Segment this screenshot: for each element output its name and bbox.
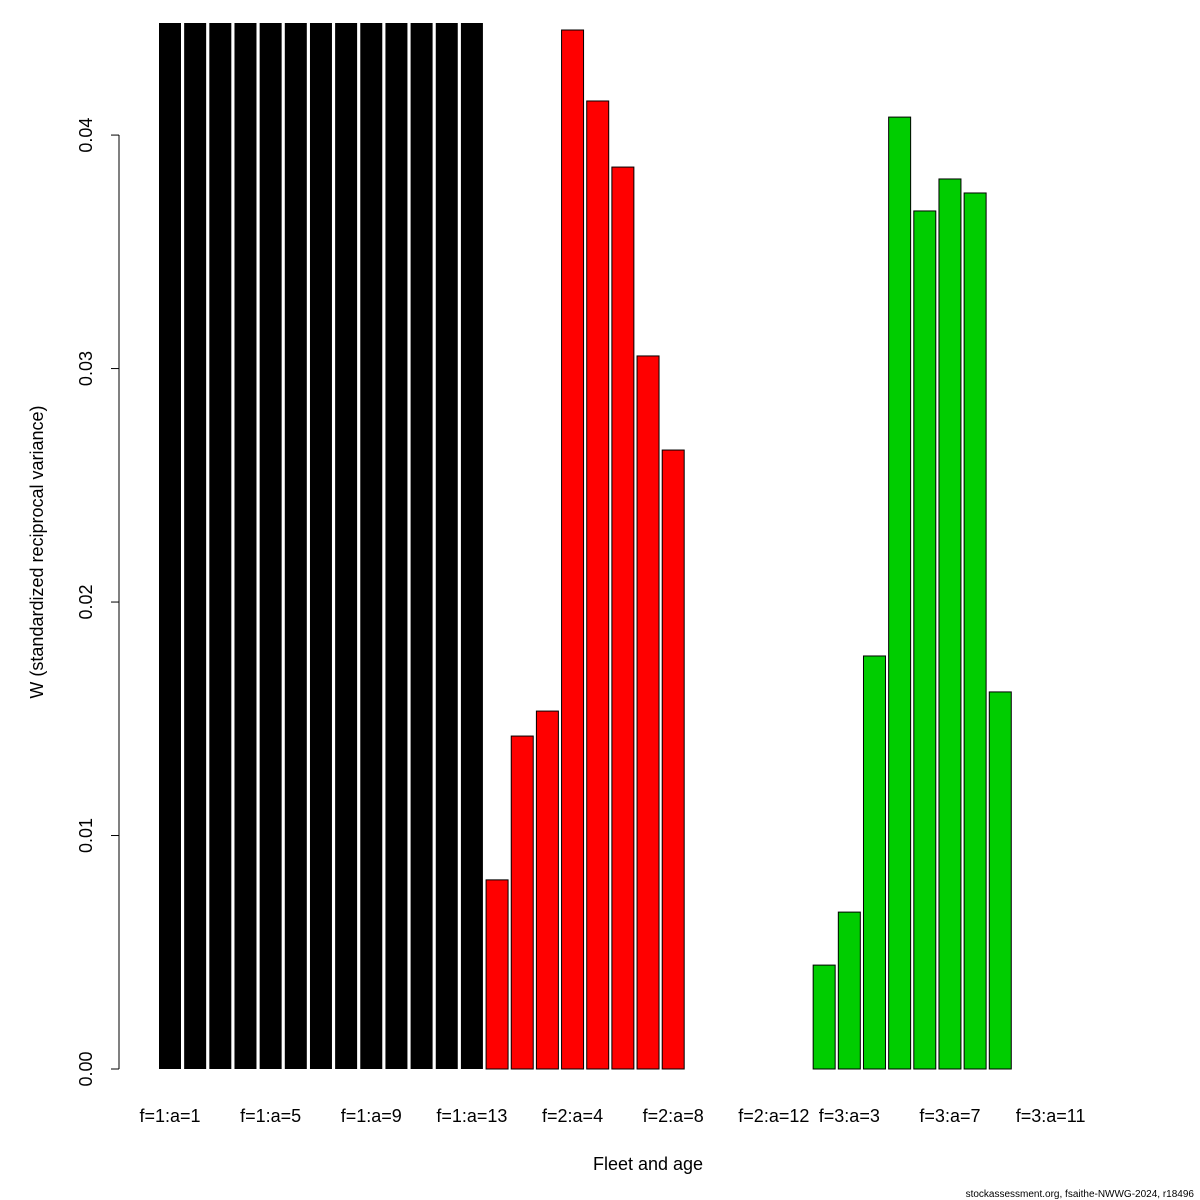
bar (360, 23, 383, 1069)
x-tick-label: f=2:a=4 (542, 1106, 603, 1126)
y-tick-label: 0.00 (76, 1051, 96, 1086)
bar (661, 449, 685, 1070)
x-axis-label: Fleet and age (593, 1154, 703, 1174)
bar (837, 911, 861, 1070)
bar (938, 178, 962, 1070)
footer: stockassessment.org, fsaithe-NWWG-2024, … (966, 1189, 1195, 1200)
x-tick-label: f=3:a=3 (819, 1106, 880, 1126)
bar (435, 23, 458, 1069)
bar (309, 23, 332, 1069)
bar (159, 23, 181, 1069)
y-tick-label: 0.02 (76, 585, 96, 620)
bar (259, 23, 282, 1069)
bar (335, 23, 358, 1069)
bar (988, 691, 1012, 1070)
bar (410, 23, 433, 1069)
bar (385, 23, 408, 1069)
x-tick-label: f=2:a=12 (738, 1106, 809, 1126)
x-tick-label: f=3:a=11 (1016, 1106, 1086, 1126)
y-tick-label: 0.01 (76, 818, 96, 853)
x-tick-label: f=1:a=5 (240, 1106, 301, 1126)
bar (485, 879, 509, 1070)
y-tick-label: 0.03 (76, 351, 96, 386)
bar (510, 735, 534, 1070)
x-tick-label: f=1:a=1 (139, 1106, 200, 1126)
bar (561, 29, 585, 1070)
bar (184, 23, 207, 1069)
bar (460, 23, 483, 1069)
bar (636, 355, 660, 1070)
x-tick-label: f=1:a=13 (436, 1106, 507, 1126)
bar (812, 964, 836, 1070)
bar (234, 23, 257, 1069)
x-tick-label: f=1:a=9 (341, 1106, 402, 1126)
bar (586, 100, 610, 1070)
bar (888, 116, 912, 1070)
bar (284, 23, 307, 1069)
bar (963, 192, 987, 1070)
y-tick-label: 0.04 (76, 118, 96, 153)
bar (913, 210, 937, 1070)
bar (611, 166, 635, 1070)
bar (862, 655, 886, 1070)
bar (209, 23, 232, 1069)
bar (535, 710, 559, 1070)
x-tick-label: f=3:a=7 (919, 1106, 980, 1126)
x-tick-label: f=2:a=8 (643, 1106, 704, 1126)
y-axis-label: W (standardized reciprocal variance) (27, 405, 47, 698)
